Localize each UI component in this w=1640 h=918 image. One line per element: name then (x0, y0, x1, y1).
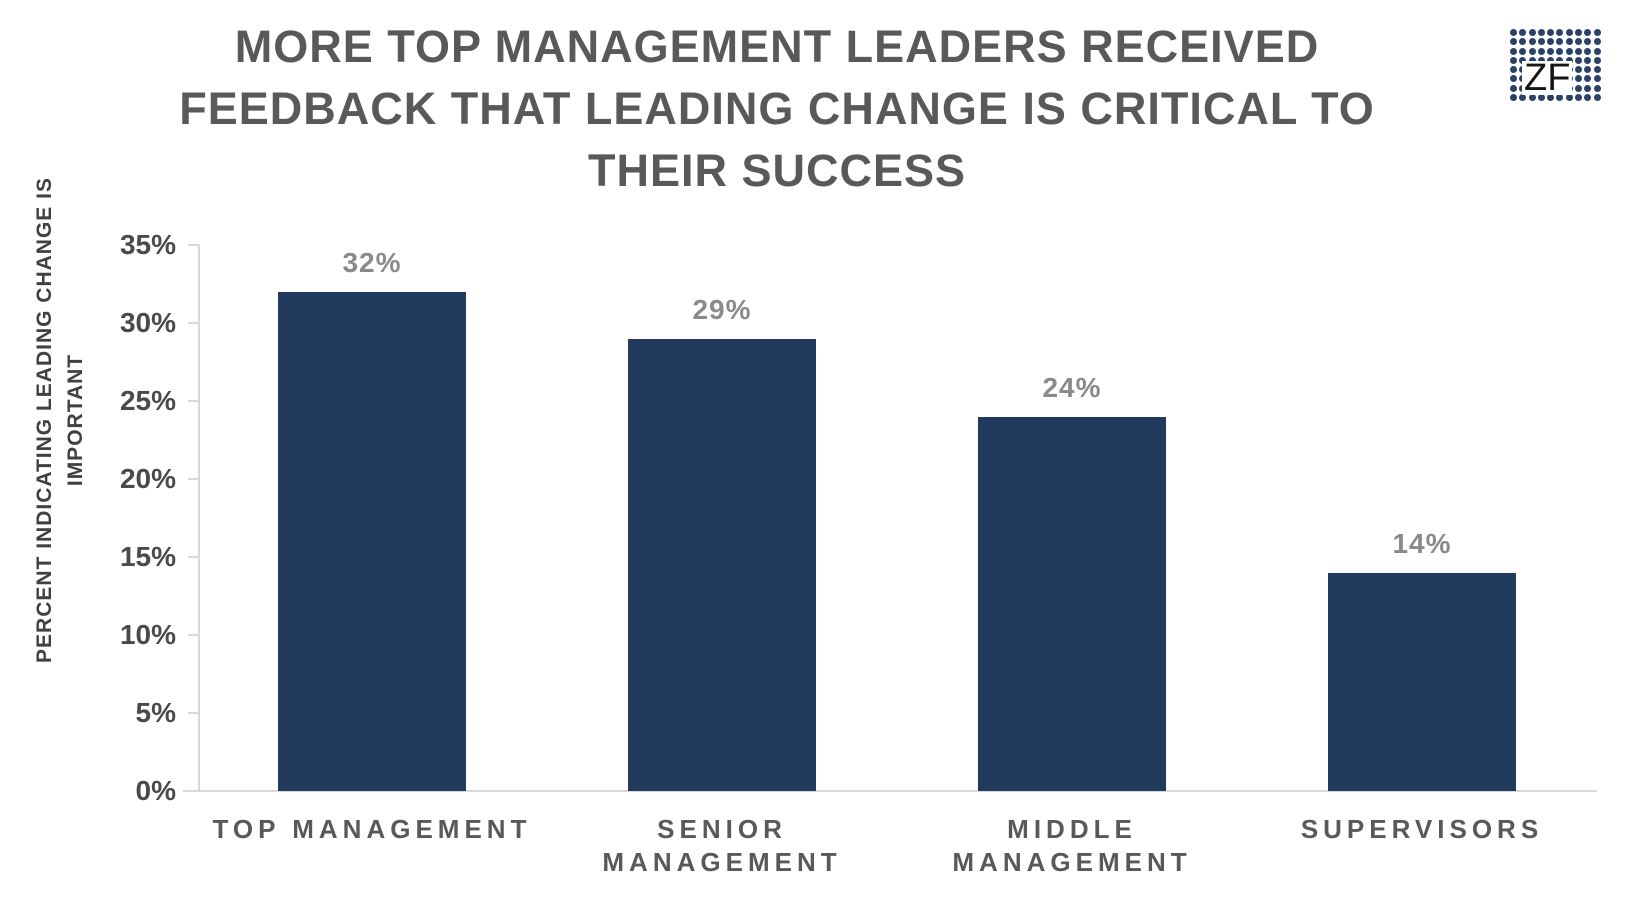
logo-dot (1556, 94, 1564, 102)
logo-dot (1584, 84, 1592, 92)
y-tick-mark (188, 556, 200, 558)
y-tick-label: 25% (119, 385, 176, 416)
y-tick-mark (188, 478, 200, 480)
logo-dot (1584, 75, 1592, 83)
y-tick-mark (188, 712, 200, 714)
logo-dot (1547, 94, 1555, 102)
chart-title: MORE TOP MANAGEMENT LEADERS RECEIVED FEE… (117, 16, 1437, 202)
logo-dot (1537, 94, 1545, 102)
logo-dot (1565, 38, 1573, 46)
bar-middle-management (978, 417, 1166, 791)
chart-title-line-1: MORE TOP MANAGEMENT LEADERS RECEIVED (234, 21, 1320, 72)
logo-dot (1510, 84, 1517, 92)
logo-dot (1556, 38, 1564, 46)
y-tick-mark (188, 322, 200, 324)
logo-dot (1519, 29, 1527, 36)
y-tick-mark (188, 634, 200, 636)
y-tick-label: 30% (119, 307, 176, 338)
logo-dot (1556, 56, 1564, 64)
logo-dot (1593, 56, 1601, 64)
logo-dot (1593, 66, 1601, 74)
logo-dot (1519, 56, 1527, 64)
y-tick-label: 5% (135, 697, 176, 728)
logo-dot (1584, 56, 1592, 64)
y-tick-label: 10% (119, 619, 176, 650)
logo-dot (1510, 56, 1517, 64)
logo-dot (1575, 47, 1583, 55)
y-tick-label: 0% (135, 775, 176, 806)
logo-dot (1528, 56, 1536, 64)
logo-dot (1575, 84, 1583, 92)
logo-dot (1584, 29, 1592, 36)
logo-dot (1510, 29, 1517, 36)
logo-dot (1575, 29, 1583, 36)
chart-title-line-3: THEIR SUCCESS (587, 145, 967, 196)
logo-dot (1575, 56, 1583, 64)
logo-dot (1510, 75, 1517, 83)
zf-logo: ZF (1510, 29, 1604, 105)
x-category-label: SENIOR MANAGEMENT (602, 814, 842, 877)
logo-dot (1584, 94, 1592, 102)
logo-dot (1593, 38, 1601, 46)
bar-value-label: 29% (692, 294, 752, 325)
logo-dot (1584, 38, 1592, 46)
logo-dot (1593, 75, 1601, 83)
logo-dot (1593, 94, 1601, 102)
bar-value-label: 14% (1392, 528, 1452, 559)
logo-dot (1519, 47, 1527, 55)
bar-value-label: 32% (342, 247, 402, 278)
x-category-label: MIDDLE MANAGEMENT (952, 814, 1192, 877)
x-category-label: SUPERVISORS (1300, 814, 1544, 844)
logo-dot (1519, 94, 1527, 102)
logo-dot (1528, 38, 1536, 46)
logo-text: ZF (1522, 57, 1573, 99)
y-tick-label: 20% (119, 463, 176, 494)
logo-dot (1593, 47, 1601, 55)
logo-dot (1565, 29, 1573, 36)
bar-senior-management (628, 339, 816, 791)
logo-dot (1510, 38, 1517, 46)
logo-dot (1547, 47, 1555, 55)
logo-dot (1528, 94, 1536, 102)
chart-title-line-2: FEEDBACK THAT LEADING CHANGE IS CRITICAL… (179, 83, 1375, 134)
bar-top-management (278, 292, 466, 791)
logo-dot (1565, 94, 1573, 102)
logo-dot (1575, 75, 1583, 83)
bar-supervisors (1328, 573, 1516, 791)
logo-dot (1510, 66, 1517, 74)
logo-dot (1593, 29, 1601, 36)
logo-dot (1537, 38, 1545, 46)
logo-dot (1537, 56, 1545, 64)
logo-dot (1593, 84, 1601, 92)
logo-dot (1575, 38, 1583, 46)
y-axis-line (198, 244, 200, 792)
logo-dot (1565, 56, 1573, 64)
logo-dot (1575, 94, 1583, 102)
logo-dot (1510, 47, 1517, 55)
x-axis-line (183, 790, 1597, 792)
logo-dot (1575, 66, 1583, 74)
y-tick-mark (188, 244, 200, 246)
logo-dot (1556, 47, 1564, 55)
y-tick-label: 15% (119, 541, 176, 572)
y-tick-label: 35% (119, 229, 176, 260)
logo-dot (1537, 47, 1545, 55)
logo-dot (1528, 29, 1536, 36)
logo-dot (1528, 47, 1536, 55)
x-category-label: TOP MANAGEMENT (212, 814, 532, 844)
y-tick-mark (188, 400, 200, 402)
logo-dot (1565, 47, 1573, 55)
logo-dot (1547, 56, 1555, 64)
y-tick-mark (188, 790, 200, 792)
logo-dot (1510, 94, 1517, 102)
logo-dot (1584, 66, 1592, 74)
logo-dot (1547, 29, 1555, 36)
logo-dot (1584, 47, 1592, 55)
logo-dot (1519, 38, 1527, 46)
logo-dot (1556, 29, 1564, 36)
logo-dot (1547, 38, 1555, 46)
bar-value-label: 24% (1042, 372, 1102, 403)
logo-dot (1537, 29, 1545, 36)
